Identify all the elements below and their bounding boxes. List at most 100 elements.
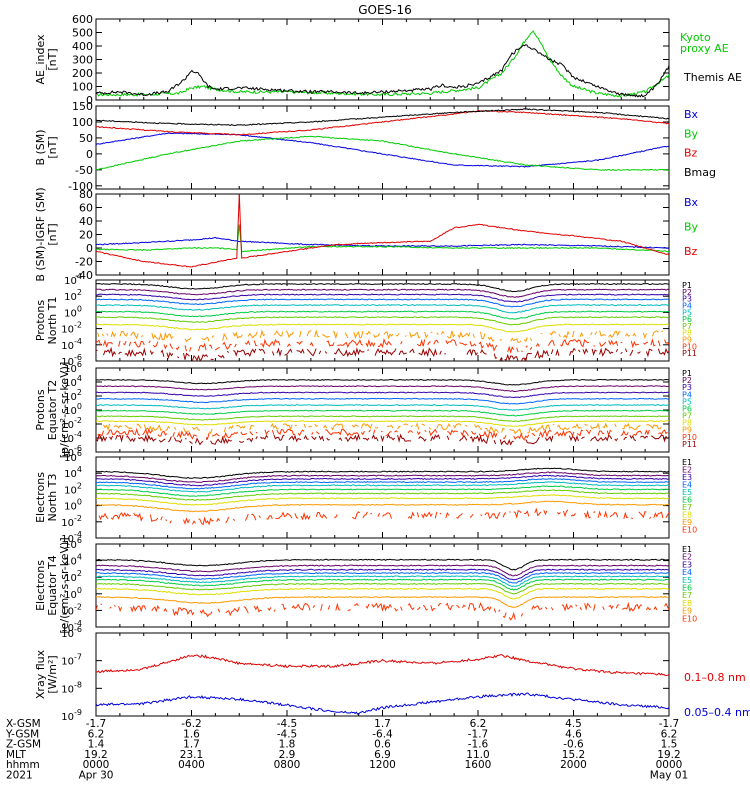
y-tick-label: -40 bbox=[75, 269, 93, 282]
series-line-by bbox=[96, 135, 669, 171]
channel-line-e2 bbox=[96, 471, 669, 483]
channel-line-e10 bbox=[96, 601, 669, 621]
channel-line-e3 bbox=[96, 474, 669, 487]
series-line-bx bbox=[96, 132, 669, 168]
series-line-by bbox=[96, 224, 669, 253]
y-tick-exponent: 0 bbox=[77, 304, 82, 313]
legend-label-bx: Bx bbox=[684, 196, 699, 209]
channel-line-e3 bbox=[96, 568, 669, 581]
y-tick-exponent: -2 bbox=[74, 321, 82, 330]
channel-line-e4 bbox=[96, 572, 669, 584]
legend-label-xray-long: 0.1–0.8 nm bbox=[684, 671, 746, 684]
channel-line-p4 bbox=[96, 397, 669, 405]
channel-line-p2 bbox=[96, 385, 669, 392]
footer-value: -4.5 bbox=[277, 718, 298, 730]
y-tick-label: 10-2 bbox=[61, 514, 82, 529]
y-tick-label: 500 bbox=[72, 27, 93, 40]
footer-value: 6.2 bbox=[470, 718, 487, 730]
series-line-bx bbox=[96, 236, 669, 249]
footer-value: 6.2 bbox=[661, 728, 678, 740]
y-tick-label: 0 bbox=[86, 94, 93, 107]
y-tick-label: -100 bbox=[68, 180, 93, 193]
series-line-bz bbox=[96, 109, 669, 136]
series-line-themis-ae bbox=[96, 44, 669, 98]
legend-label-bz: Bz bbox=[684, 245, 698, 258]
legend-label-e3: E3 bbox=[682, 473, 692, 482]
footer-value: 23.1 bbox=[180, 749, 203, 761]
legend-label-p2: P2 bbox=[682, 376, 692, 385]
y-tick-label: 104 bbox=[64, 465, 82, 480]
y-tick-label: 10-4 bbox=[61, 337, 82, 352]
channel-line-p1 bbox=[96, 378, 669, 386]
y-tick-exponent: -4 bbox=[74, 337, 82, 346]
legend-label-e7: E7 bbox=[682, 591, 692, 600]
footer-value: 4.5 bbox=[565, 718, 582, 730]
y-axis-label-line: North T3 bbox=[46, 474, 59, 522]
footer-value: -1.7 bbox=[86, 718, 107, 730]
channel-line-e6 bbox=[96, 578, 669, 591]
y-tick-label: 60 bbox=[79, 202, 93, 215]
footer-value: 1200 bbox=[369, 759, 396, 771]
legend-label-e9: E9 bbox=[682, 607, 692, 616]
legend-label-e5: E5 bbox=[682, 488, 692, 497]
channel-line-p6 bbox=[96, 310, 669, 320]
channel-line-e5 bbox=[96, 575, 669, 588]
y-tick-exponent: 4 bbox=[77, 553, 82, 562]
legend-label-p9: P9 bbox=[682, 336, 692, 345]
channel-line-p2 bbox=[96, 288, 669, 298]
y-axis-label: B (SM)-IGRF (SM)[nT] bbox=[34, 187, 59, 281]
channel-line-p3 bbox=[96, 391, 669, 399]
plot-title: GOES-16 bbox=[358, 3, 412, 17]
legend-label-bmag: Bmag bbox=[684, 166, 716, 179]
footer-value: -6.4 bbox=[372, 728, 393, 740]
y-tick-label: -20 bbox=[75, 256, 93, 269]
y-tick-exponent: -6 bbox=[74, 625, 82, 634]
y-axis-label-line: [nT] bbox=[46, 48, 59, 70]
channel-line-p8 bbox=[96, 420, 669, 427]
channel-line-e4 bbox=[96, 478, 669, 490]
panel-legend: 0.1–0.8 nm 0.05–0.4 nm bbox=[684, 671, 750, 719]
y-tick-label: 102 bbox=[64, 288, 82, 303]
legend-label-p11: P11 bbox=[682, 440, 697, 449]
channel-line-p9 bbox=[104, 424, 670, 434]
legend-label-kyoto: Kyoto bbox=[680, 31, 711, 44]
y-tick-label: 0 bbox=[86, 242, 93, 255]
y-tick-exponent: -2 bbox=[74, 416, 82, 425]
panel-frame bbox=[95, 193, 670, 276]
channel-line-p10 bbox=[96, 337, 669, 355]
footer-value: 0400 bbox=[178, 759, 205, 771]
footer-value: 6.9 bbox=[374, 749, 391, 761]
y-axis-label-line: [nT] bbox=[46, 136, 59, 158]
y-axis-label-line: Protons bbox=[34, 389, 47, 430]
legend-label-p6: P6 bbox=[682, 315, 692, 324]
footer-value: 0800 bbox=[274, 759, 301, 771]
footer-row-label: hhmm bbox=[6, 759, 40, 771]
channel-line-p6 bbox=[96, 409, 669, 417]
y-tick-exponent: -4 bbox=[74, 619, 82, 628]
y-tick-label: 100 bbox=[64, 498, 82, 513]
channel-line-e8 bbox=[96, 494, 669, 506]
y-tick-label: -50 bbox=[75, 164, 93, 177]
legend-label-p5: P5 bbox=[682, 308, 692, 317]
series-line-kyoto-proxy-ae bbox=[96, 30, 669, 98]
legend-label-e4: E4 bbox=[682, 481, 692, 490]
y-tick-exponent: 2 bbox=[77, 481, 82, 490]
legend-label-e6: E6 bbox=[682, 496, 692, 505]
footer-value: 15.2 bbox=[562, 749, 585, 761]
footer-value: 1600 bbox=[465, 759, 492, 771]
channel-line-p11 bbox=[96, 433, 668, 446]
channel-line-e9 bbox=[96, 596, 669, 608]
y-tick-label: 300 bbox=[72, 54, 93, 67]
channel-line-p7 bbox=[96, 316, 669, 326]
footer-value: 0.6 bbox=[374, 739, 391, 751]
y-axis-label-line: [p/(cm²-s-sr-keV)] bbox=[58, 362, 71, 459]
legend-label-p7: P7 bbox=[682, 322, 692, 331]
channel-line-e9 bbox=[96, 500, 669, 513]
legend-label-e8: E8 bbox=[682, 511, 692, 520]
